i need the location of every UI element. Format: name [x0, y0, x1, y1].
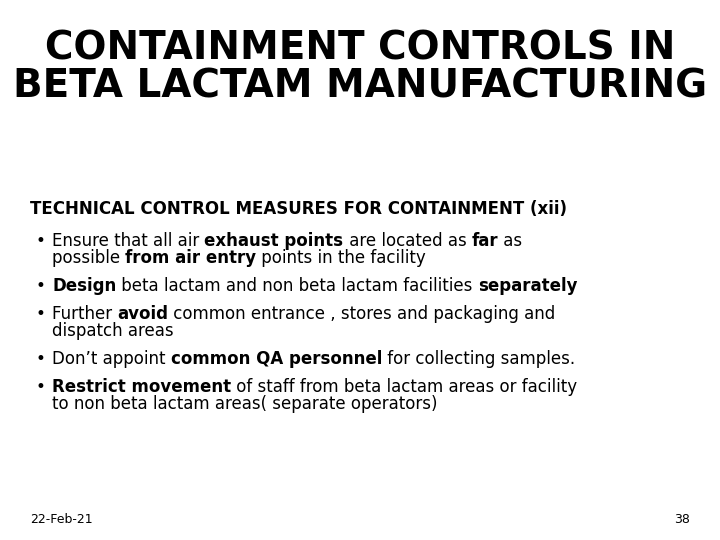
Text: •: •	[35, 277, 45, 295]
Text: of staff from beta lactam areas or facility: of staff from beta lactam areas or facil…	[231, 378, 577, 396]
Text: are located as: are located as	[343, 232, 472, 250]
Text: far: far	[472, 232, 498, 250]
Text: CONTAINMENT CONTROLS IN: CONTAINMENT CONTROLS IN	[45, 30, 675, 68]
Text: Design: Design	[52, 277, 116, 295]
Text: TECHNICAL CONTROL MEASURES FOR CONTAINMENT (xii): TECHNICAL CONTROL MEASURES FOR CONTAINME…	[30, 200, 567, 218]
Text: separately: separately	[478, 277, 577, 295]
Text: Further: Further	[52, 305, 117, 323]
Text: from air entry: from air entry	[125, 249, 256, 267]
Text: as: as	[498, 232, 522, 250]
Text: dispatch areas: dispatch areas	[52, 322, 174, 340]
Text: Don’t appoint: Don’t appoint	[52, 350, 171, 368]
Text: possible: possible	[52, 249, 125, 267]
Text: to non beta lactam areas( separate operators): to non beta lactam areas( separate opera…	[52, 395, 438, 413]
Text: •: •	[35, 378, 45, 396]
Text: •: •	[35, 232, 45, 250]
Text: for collecting samples.: for collecting samples.	[382, 350, 575, 368]
Text: exhaust points: exhaust points	[204, 232, 343, 250]
Text: beta lactam and non beta lactam facilities: beta lactam and non beta lactam faciliti…	[116, 277, 478, 295]
Text: points in the facility: points in the facility	[256, 249, 426, 267]
Text: avoid: avoid	[117, 305, 168, 323]
Text: •: •	[35, 305, 45, 323]
Text: Ensure that all air: Ensure that all air	[52, 232, 204, 250]
Text: BETA LACTAM MANUFACTURING: BETA LACTAM MANUFACTURING	[13, 68, 707, 106]
Text: common entrance , stores and packaging and: common entrance , stores and packaging a…	[168, 305, 556, 323]
Text: Restrict movement: Restrict movement	[52, 378, 231, 396]
Text: 22-Feb-21: 22-Feb-21	[30, 513, 93, 526]
Text: common QA personnel: common QA personnel	[171, 350, 382, 368]
Text: •: •	[35, 350, 45, 368]
Text: 38: 38	[674, 513, 690, 526]
